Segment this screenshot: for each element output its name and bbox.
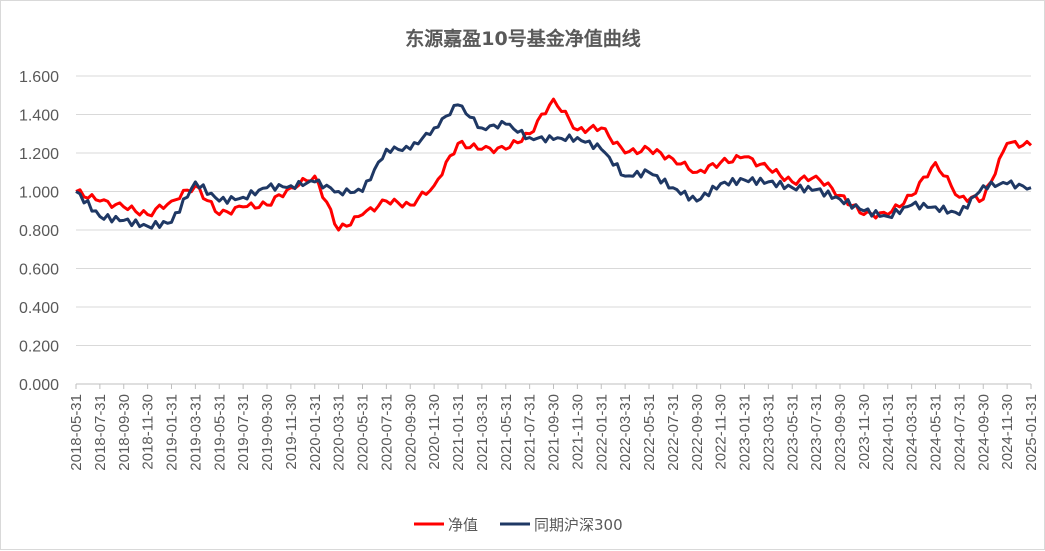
x-tick-label: 2020-01-31: [307, 394, 324, 471]
x-tick-label: 2018-05-31: [68, 394, 85, 471]
x-axis-ticks: 2018-05-31 2018-07-31 2018-09-30 2018-11-30…: [68, 384, 1040, 471]
series-lines: [75, 97, 1033, 232]
x-tick-label: 2024-05-31: [928, 394, 945, 471]
x-tick-label: 2022-07-31: [665, 394, 682, 471]
legend-label-1: 同期沪深300: [534, 516, 623, 534]
legend-label-0: 净值: [448, 516, 478, 534]
x-tick-label: 2024-09-30: [975, 394, 992, 471]
x-tick-label: 2020-05-31: [355, 394, 372, 471]
x-tick-label: 2018-09-30: [116, 394, 133, 471]
x-tick-label: 2022-05-31: [641, 394, 658, 471]
x-tick-label: 2023-07-31: [808, 394, 825, 471]
x-tick-label: 2021-09-30: [546, 394, 563, 471]
x-tick-label: 2020-07-31: [378, 394, 395, 471]
x-tick-label: 2019-07-31: [235, 394, 252, 471]
x-tick-label: 2022-11-30: [713, 394, 730, 470]
series-line-1: [75, 103, 1032, 230]
y-tick-label: 0.800: [19, 223, 59, 240]
x-tick-label: 2021-11-30: [569, 394, 586, 470]
legend: 净值 同期沪深300: [414, 516, 623, 534]
x-tick-label: 2019-11-30: [283, 394, 300, 470]
x-tick-label: 2021-07-31: [522, 394, 539, 471]
y-tick-label: 1.400: [19, 108, 59, 125]
x-tick-label: 2018-07-31: [92, 394, 109, 471]
series-line-0: [75, 97, 1033, 232]
y-axis-ticks: 0.000 0.200 0.400 0.600 0.800 1.000 1.200 1.400…: [19, 69, 59, 394]
x-tick-label: 2019-03-31: [187, 394, 204, 471]
x-tick-label: 2021-01-31: [450, 394, 467, 471]
y-tick-label: 0.000: [19, 377, 59, 394]
x-tick-label: 2018-11-30: [140, 394, 157, 470]
x-tick-label: 2023-05-31: [784, 394, 801, 471]
x-tick-label: 2023-01-31: [737, 394, 754, 471]
x-tick-label: 2024-11-30: [999, 394, 1016, 470]
x-tick-label: 2022-03-31: [617, 394, 634, 471]
x-tick-label: 2021-03-31: [474, 394, 491, 471]
grid-lines: [76, 75, 1031, 385]
x-tick-label: 2024-01-31: [880, 394, 897, 471]
y-tick-label: 1.200: [19, 146, 59, 163]
y-tick-label: 1.000: [19, 185, 59, 202]
x-tick-label: 2021-05-31: [498, 394, 515, 471]
y-tick-label: 0.600: [19, 262, 59, 279]
x-tick-label: 2020-11-30: [426, 394, 443, 470]
x-tick-label: 2022-01-31: [593, 394, 610, 471]
y-tick-label: 0.400: [19, 300, 59, 317]
x-tick-label: 2025-01-31: [1023, 394, 1040, 471]
y-tick-label: 0.200: [19, 339, 59, 356]
x-tick-label: 2019-01-31: [164, 394, 181, 471]
x-tick-label: 2020-03-31: [331, 394, 348, 471]
x-tick-label: 2023-09-30: [832, 394, 849, 471]
x-tick-label: 2024-07-31: [951, 394, 968, 471]
x-tick-label: 2020-09-30: [402, 394, 419, 471]
chart-title: 东源嘉盈10号基金净值曲线: [405, 27, 640, 50]
x-tick-label: 2022-09-30: [689, 394, 706, 471]
x-tick-label: 2019-05-31: [211, 394, 228, 471]
x-tick-label: 2023-11-30: [856, 394, 873, 470]
y-tick-label: 1.600: [19, 69, 59, 86]
x-tick-label: 2024-03-31: [904, 394, 921, 471]
x-tick-label: 2023-03-31: [760, 394, 777, 471]
x-tick-label: 2019-09-30: [259, 394, 276, 471]
